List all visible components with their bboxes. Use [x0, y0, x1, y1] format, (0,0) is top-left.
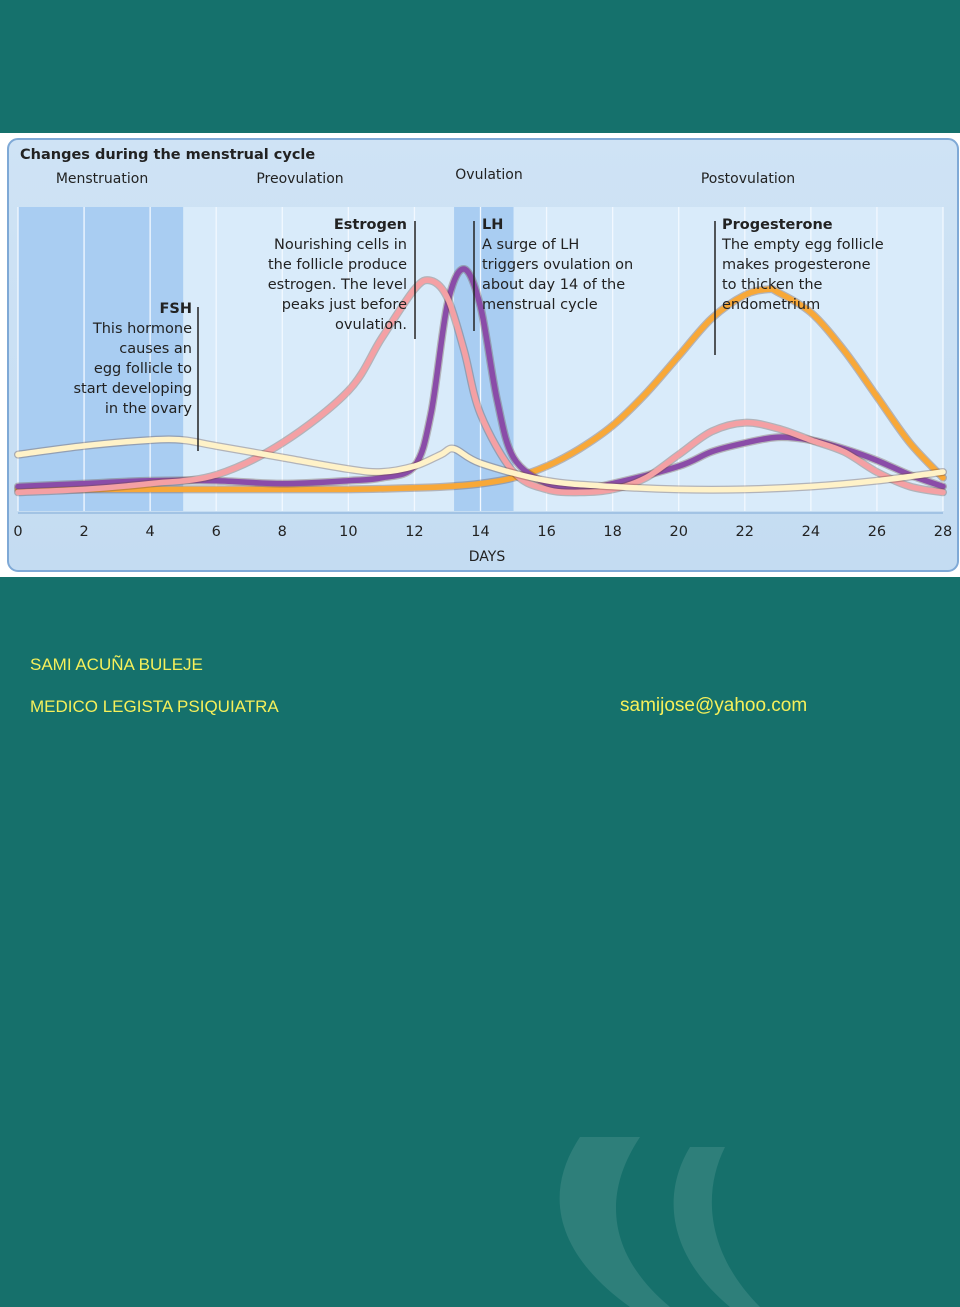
annotation-line: estrogen. The level	[268, 277, 407, 293]
annotation-line: causes an	[119, 341, 192, 357]
annotation-progesterone: Progesterone The empty egg follicle makes …	[714, 217, 884, 355]
annotation-line: menstrual cycle	[482, 297, 598, 313]
annotation-line: This hormone	[92, 321, 192, 337]
slide-header-band	[0, 0, 960, 133]
annotation-line: makes progesterone	[722, 257, 871, 273]
annotation-line: endometrium	[722, 297, 820, 313]
gridlines	[17, 207, 944, 511]
annotation-line: the follicle produce	[268, 257, 407, 273]
annotation-line: Nourishing cells in	[274, 237, 407, 253]
annotation-title-fsh: FSH	[160, 301, 192, 317]
annotation-line: to thicken the	[722, 277, 823, 293]
x-tick-26: 26	[868, 524, 886, 540]
x-tick-20: 20	[669, 524, 687, 540]
annotation-estrogen: Estrogen Nourishing cells in the follicle …	[268, 217, 416, 339]
x-tick-labels: 0 2 4 6 8 10 12 14 16 18 20 22 24 26 28	[13, 524, 952, 540]
x-tick-14: 14	[471, 524, 489, 540]
x-tick-22: 22	[736, 524, 754, 540]
author-title: MEDICO LEGISTA PSIQUIATRA	[30, 697, 279, 716]
annotation-fsh: FSH This hormone causes an egg follicle to s…	[73, 301, 199, 451]
curve-fsh	[15, 436, 946, 493]
annotation-line: in the ovary	[105, 401, 193, 417]
annotation-line: start developing	[73, 381, 192, 397]
chart-svg: Changes during the menstrual cycle Menst…	[0, 133, 960, 577]
x-tick-0: 0	[13, 524, 22, 540]
hormone-curves	[14, 265, 947, 497]
annotation-title-estrogen: Estrogen	[334, 217, 407, 233]
annotation-line: peaks just before	[282, 297, 407, 313]
annotation-title-progesterone: Progesterone	[722, 217, 833, 233]
x-tick-24: 24	[802, 524, 820, 540]
annotation-line: egg follicle to	[94, 361, 192, 377]
x-tick-12: 12	[405, 524, 423, 540]
shade-menstruation	[18, 207, 184, 511]
annotation-line: triggers ovulation on	[482, 257, 633, 273]
phase-label-menstruation: Menstruation	[56, 171, 148, 187]
phase-labels: Menstruation Preovulation Ovulation Postovu…	[56, 167, 795, 187]
chart-title: Changes during the menstrual cycle	[20, 147, 315, 163]
annotation-line: ovulation.	[335, 317, 407, 333]
x-tick-4: 4	[146, 524, 155, 540]
curve-progesterone	[15, 286, 946, 493]
annotation-lh: LH A surge of LH triggers ovulation on abou…	[473, 217, 633, 331]
author-name: SAMI ACUÑA BULEJE	[30, 655, 203, 674]
annotations: FSH This hormone causes an egg follicle to s…	[73, 217, 884, 451]
decorative-watermark	[559, 1137, 760, 1307]
x-tick-28: 28	[934, 524, 952, 540]
annotation-line: The empty egg follicle	[721, 237, 884, 253]
annotation-line: about day 14 of the	[482, 277, 625, 293]
author-email: samijose@yahoo.com	[620, 695, 808, 716]
x-tick-10: 10	[339, 524, 357, 540]
phase-label-preovulation: Preovulation	[256, 171, 343, 187]
menstrual-cycle-chart: Changes during the menstrual cycle Menst…	[0, 133, 960, 577]
annotation-line: A surge of LH	[482, 237, 579, 253]
x-tick-8: 8	[278, 524, 287, 540]
x-tick-18: 18	[603, 524, 621, 540]
annotation-title-lh: LH	[482, 217, 503, 233]
phase-label-postovulation: Postovulation	[701, 171, 795, 187]
x-tick-6: 6	[212, 524, 221, 540]
x-axis-label: DAYS	[469, 549, 506, 565]
phase-label-ovulation: Ovulation	[455, 167, 522, 183]
x-tick-2: 2	[79, 524, 88, 540]
x-tick-16: 16	[537, 524, 555, 540]
